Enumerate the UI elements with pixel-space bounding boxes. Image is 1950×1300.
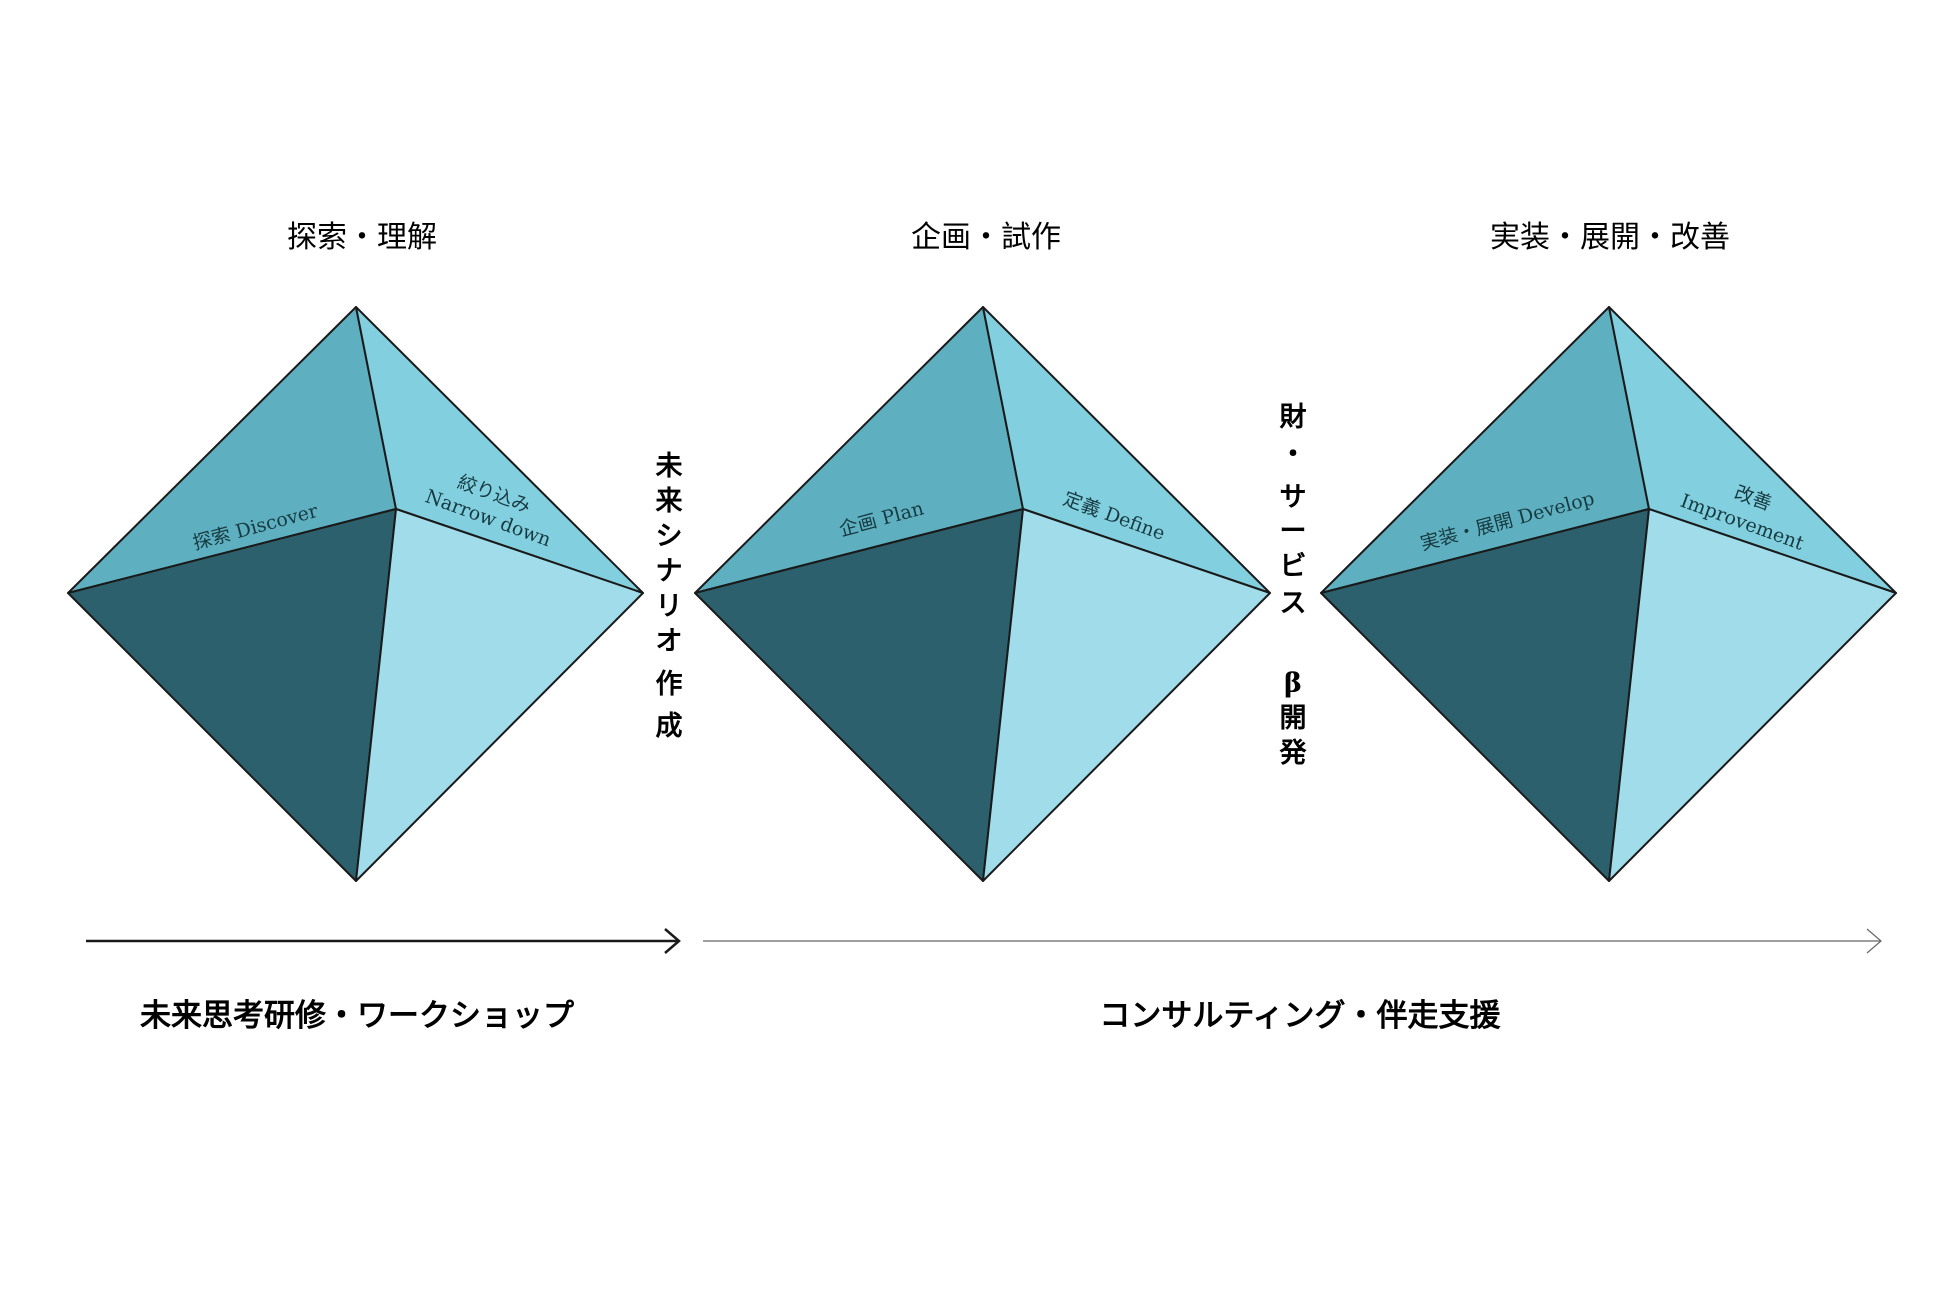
vertical-char: 財 <box>1280 402 1307 433</box>
vertical-char: β <box>1284 668 1302 699</box>
vertical-char: 成 <box>656 711 683 742</box>
vertical-char: オ <box>656 626 683 657</box>
diamond-plan <box>694 306 1271 882</box>
vertical-char: リ <box>656 591 683 622</box>
transition-scenario: 未 来 シ ナ リ オ 作 成 <box>656 451 683 742</box>
vertical-char: シ <box>656 521 683 552</box>
label-consulting: コンサルティング・伴走支援 <box>1099 998 1501 1034</box>
transition-service-beta: 財 ・ サ ー ビ ス β 開 発 <box>1279 402 1308 769</box>
stage-title-explore: 探索・理解 <box>287 220 437 255</box>
face-bottom-right <box>982 508 1271 882</box>
vertical-char: 発 <box>1279 738 1308 769</box>
vertical-char: ビ <box>1280 551 1307 582</box>
diamond-implement <box>1320 306 1897 882</box>
arrow-workshop <box>86 928 681 954</box>
diamond-explore <box>67 306 644 882</box>
vertical-char: ー <box>1280 516 1307 547</box>
face-bottom-right <box>1608 508 1897 882</box>
face-bottom-right <box>355 508 644 882</box>
vertical-char: サ <box>1280 482 1307 513</box>
stage-title-plan: 企画・試作 <box>911 220 1061 255</box>
arrow-consulting <box>703 928 1882 954</box>
vertical-char: 未 <box>656 451 683 482</box>
vertical-char: ナ <box>656 556 683 587</box>
vertical-char: 作 <box>656 669 683 700</box>
vertical-char: ・ <box>1280 439 1307 470</box>
vertical-char: 来 <box>656 486 683 517</box>
vertical-char: 開 <box>1280 703 1307 734</box>
label-workshop: 未来思考研修・ワークショップ <box>140 998 575 1034</box>
vertical-char: ス <box>1280 588 1307 619</box>
stage-title-implement: 実装・展開・改善 <box>1490 220 1730 255</box>
